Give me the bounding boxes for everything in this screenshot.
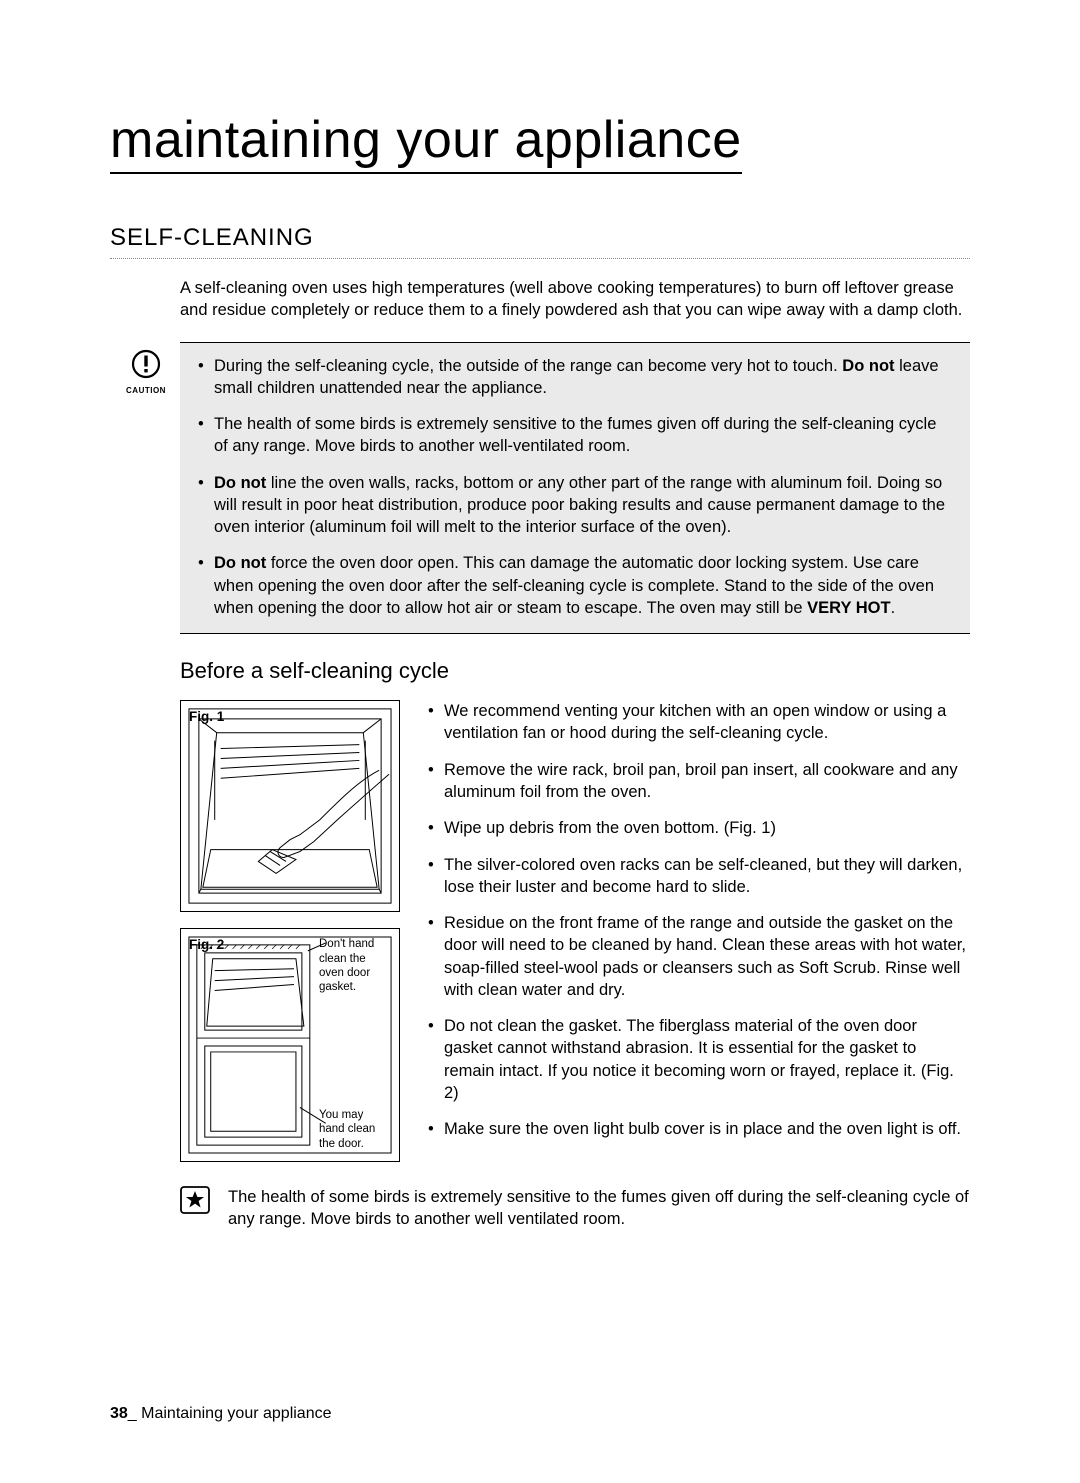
star-note-icon — [180, 1186, 210, 1214]
sub-heading-before: Before a self-cleaning cycle — [180, 658, 970, 684]
caution-item: Do not line the oven walls, racks, botto… — [198, 472, 952, 539]
fig2-label: Fig. 2 — [189, 937, 224, 952]
caution-text: line the oven walls, racks, bottom or an… — [214, 474, 945, 537]
page-title: maintaining your appliance — [110, 110, 742, 174]
instructions-column: We recommend venting your kitchen with a… — [428, 700, 970, 1162]
page-footer: 38_ Maintaining your appliance — [110, 1405, 332, 1423]
caution-label: CAUTION — [122, 386, 170, 395]
instruction-item: We recommend venting your kitchen with a… — [428, 700, 970, 745]
figure-1: Fig. 1 — [180, 700, 400, 912]
caution-bold: VERY HOT — [807, 599, 890, 617]
footer-text: Maintaining your appliance — [137, 1405, 332, 1422]
instructions-list: We recommend venting your kitchen with a… — [428, 700, 970, 1140]
caution-text: During the self-cleaning cycle, the outs… — [214, 357, 842, 375]
instruction-item: Remove the wire rack, broil pan, broil p… — [428, 759, 970, 804]
figures-column: Fig. 1 — [180, 700, 400, 1162]
caution-bold: Do not — [842, 357, 894, 375]
note-text: The health of some birds is extremely se… — [228, 1186, 970, 1231]
instruction-item: The silver-colored oven racks can be sel… — [428, 854, 970, 899]
footer-separator: _ — [128, 1405, 137, 1422]
caution-icon: CAUTION — [122, 349, 170, 395]
caution-box: CAUTION During the self-cleaning cycle, … — [180, 342, 970, 635]
caution-item: Do not force the oven door open. This ca… — [198, 552, 952, 619]
instruction-item: Wipe up debris from the oven bottom. (Fi… — [428, 817, 970, 839]
fig2-caption-bottom: You may hand clean the door. — [319, 1108, 391, 1151]
caution-list: During the self-cleaning cycle, the outs… — [198, 355, 952, 620]
caution-text: . — [891, 599, 896, 617]
instruction-item: Do not clean the gasket. The fiberglass … — [428, 1015, 970, 1104]
caution-item: During the self-cleaning cycle, the outs… — [198, 355, 952, 400]
caution-bold: Do not — [214, 554, 266, 572]
oven-illustration-1 — [181, 701, 399, 911]
intro-paragraph: A self-cleaning oven uses high temperatu… — [180, 277, 970, 322]
dotted-divider — [110, 258, 970, 259]
figure-2: Fig. 2 Don't hand clean the oven door ga… — [180, 928, 400, 1162]
fig2-caption-top: Don't hand clean the oven door gasket. — [319, 937, 391, 995]
fig1-label: Fig. 1 — [189, 709, 224, 724]
instruction-item: Make sure the oven light bulb cover is i… — [428, 1118, 970, 1140]
section-heading-self-cleaning: SELF-CLEANING — [110, 224, 970, 252]
caution-text: The health of some birds is extremely se… — [214, 415, 936, 455]
caution-bold: Do not — [214, 474, 266, 492]
caution-item: The health of some birds is extremely se… — [198, 413, 952, 458]
page-number: 38 — [110, 1405, 128, 1422]
instruction-item: Residue on the front frame of the range … — [428, 912, 970, 1001]
note-row: The health of some birds is extremely se… — [180, 1186, 970, 1231]
before-section: Fig. 1 — [180, 700, 970, 1162]
